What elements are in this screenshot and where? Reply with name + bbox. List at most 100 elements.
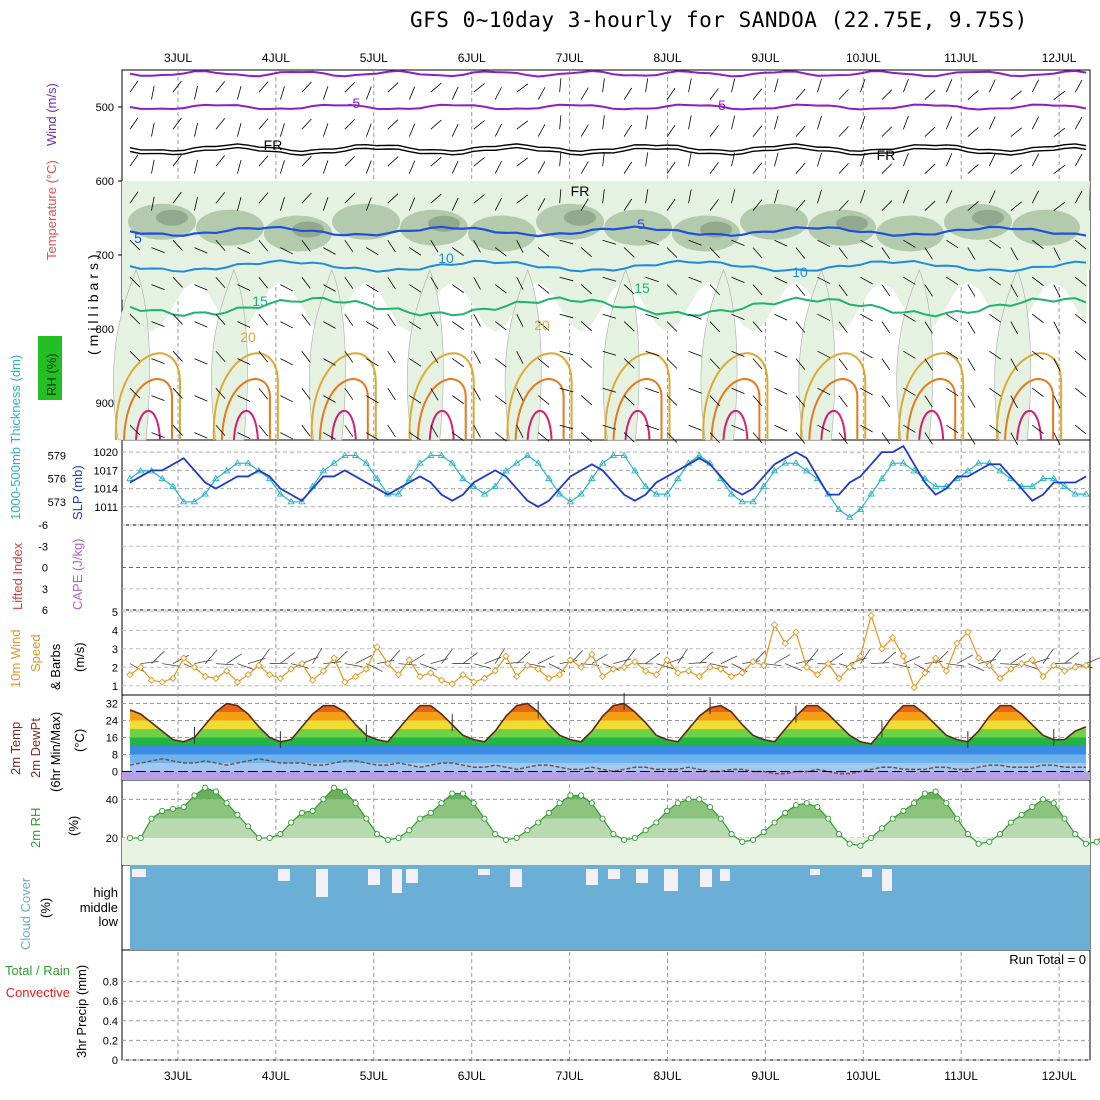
date-label-bottom: 6JUL — [458, 1069, 486, 1083]
rh-marker — [932, 788, 939, 795]
temp-contour-20 — [702, 352, 769, 441]
temp-below-zero-band — [122, 771, 1090, 780]
wind-barb — [967, 164, 979, 174]
precip-tick: 0 — [112, 1055, 118, 1067]
date-label-top: 5JUL — [360, 51, 388, 65]
wind-barb — [172, 424, 183, 436]
rh-label: RH (%) — [44, 353, 59, 396]
wind-speed-marker — [856, 652, 865, 660]
wind-barb — [838, 200, 849, 211]
thickness-marker — [674, 474, 682, 482]
wind-barb — [666, 87, 676, 100]
temp-label: 2m Temp — [8, 722, 23, 775]
rh-marker — [846, 840, 853, 847]
wind-barb — [774, 115, 779, 130]
wind-barb-10m — [881, 651, 896, 664]
panel-frame-precip — [121, 949, 1091, 1061]
wind-speed-marker — [867, 611, 875, 620]
wind-barb-10m — [323, 661, 342, 664]
wind-barb — [860, 152, 866, 167]
wind-barb — [1075, 387, 1087, 398]
wind-barb — [924, 200, 936, 211]
temp-tick: 8 — [112, 750, 118, 762]
wind-barb — [1074, 190, 1083, 204]
wind-barb — [452, 321, 464, 330]
rh-marker — [706, 803, 714, 811]
thickness-marker — [244, 459, 252, 466]
rh-marker — [427, 809, 434, 816]
wind-barb — [344, 276, 354, 289]
wind-barb — [279, 123, 285, 137]
panel-frame-pressure — [121, 439, 1091, 526]
wind-barb — [838, 395, 848, 408]
pressure-ylabel-right: SLP (mb) — [70, 465, 85, 520]
wind-speed-marker — [266, 671, 274, 679]
cape-label: CAPE (J/kg) — [70, 538, 85, 610]
wind-barb — [258, 276, 269, 289]
wind-speed-marker — [609, 665, 618, 673]
cloud-high-gap — [700, 869, 712, 887]
wind-barb — [688, 189, 692, 204]
stability-ylabel-right: CAPE (J/kg) — [70, 538, 85, 610]
wind-barb-10m — [827, 652, 844, 664]
wind-barb — [387, 156, 399, 167]
wind-barb — [344, 156, 356, 167]
wind-barb — [215, 118, 226, 130]
wind-barb — [323, 432, 336, 440]
wind-barb — [1010, 395, 1018, 409]
wind-barb — [387, 276, 396, 290]
wind-barb — [602, 239, 617, 245]
wind-barb — [967, 284, 976, 297]
temp-contour-15 — [129, 296, 1087, 318]
wind-barb — [903, 350, 916, 359]
rh-marker — [835, 831, 842, 838]
rh-marker — [964, 831, 971, 838]
wind-barb — [473, 277, 481, 290]
rh-marker — [760, 829, 767, 836]
wind-barb — [537, 247, 550, 257]
thickness-marker — [759, 482, 768, 489]
upper-axis-title: (millibars) — [85, 250, 101, 355]
upper-ylabel: RH (%) Temperature (°C) Wind (m/s) — [38, 83, 62, 400]
wind-barb — [237, 85, 242, 100]
cloud-high-gap — [132, 869, 146, 877]
wind-barb — [795, 321, 806, 333]
wind-barb — [1075, 239, 1087, 250]
wind-barb — [129, 239, 141, 251]
wind-barb — [323, 321, 336, 329]
wind-barb — [172, 387, 183, 399]
temp-contour-25 — [710, 378, 761, 441]
wind-barb — [151, 122, 155, 137]
wind-barb — [516, 194, 529, 204]
temp-contour-30 — [232, 409, 259, 441]
rh-marker — [1050, 800, 1057, 807]
wind-barb — [473, 120, 485, 130]
wind-barb — [129, 154, 139, 167]
wind-speed-marker — [1017, 659, 1026, 668]
contour-label: 10 — [438, 250, 454, 266]
temp-contour-20 — [408, 352, 475, 441]
wind-barb — [280, 395, 294, 403]
wind-barb — [409, 284, 422, 293]
wind-barb — [537, 87, 546, 100]
wind-barb — [387, 313, 396, 327]
temp-band — [130, 729, 1086, 738]
wind-barb — [129, 387, 141, 399]
thickness-marker — [867, 490, 875, 497]
wind-barb — [172, 80, 182, 93]
wind-speed-marker — [502, 652, 510, 660]
thickness-tick: 573 — [48, 497, 66, 509]
wind-speed-marker — [1028, 656, 1036, 664]
precip-3hr-label: 3hr Precip (mm) — [74, 965, 89, 1058]
wind-barb-10m — [956, 654, 974, 664]
wind-barb — [795, 358, 806, 370]
contour-label: 20 — [240, 329, 256, 345]
rh-marker — [997, 831, 1004, 838]
wind-barb — [903, 387, 916, 396]
wind-barb — [1053, 127, 1066, 137]
rh-marker — [470, 800, 477, 807]
wind-barb — [666, 161, 676, 174]
wind-barb — [194, 284, 208, 291]
wind-speed-marker — [351, 672, 360, 681]
y-tick-label: 700 — [96, 250, 114, 262]
